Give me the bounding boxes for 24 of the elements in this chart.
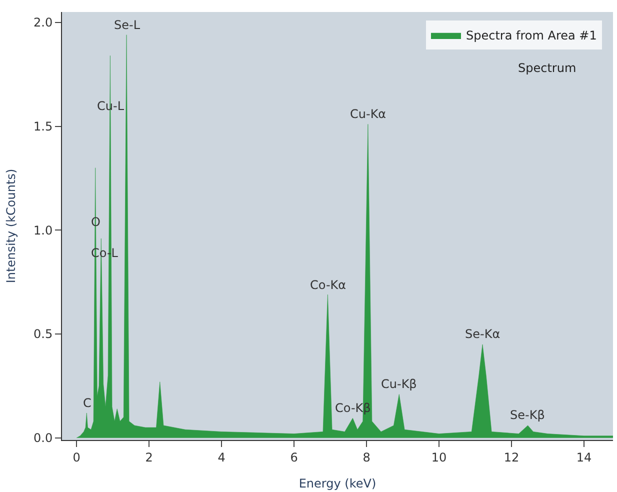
- annotation: Spectrum: [518, 61, 576, 75]
- annotation: Se-L: [114, 18, 140, 32]
- x-tick-label: 0: [72, 450, 80, 464]
- x-tick-label: 12: [504, 450, 520, 464]
- x-tick-label: 14: [576, 450, 592, 464]
- y-tick-label: 2.0: [34, 16, 53, 30]
- x-tick-label: 4: [218, 450, 226, 464]
- y-axis-title: Intensity (kCounts): [4, 168, 18, 284]
- x-axis-title: Energy (keV): [298, 476, 376, 490]
- x-tick-label: 8: [362, 450, 370, 464]
- annotation: Cu-Kα: [350, 107, 386, 121]
- y-tick-label: 0.5: [34, 327, 53, 342]
- legend-label: Spectra from Area #1: [466, 28, 597, 43]
- annotation: C: [83, 396, 92, 410]
- annotation: Co-Kα: [310, 278, 346, 292]
- y-tick-label: 1.5: [34, 119, 53, 134]
- y-tick-label: 1.0: [34, 223, 53, 238]
- annotation: Se-Kα: [465, 327, 500, 341]
- y-tick-label: 0.0: [34, 431, 53, 446]
- x-tick-label: 2: [145, 450, 153, 464]
- annotation: Cu-Kβ: [381, 377, 417, 391]
- annotation: Se-Kβ: [510, 408, 545, 422]
- x-tick-label: 10: [431, 450, 447, 464]
- x-tick-label: 6: [290, 450, 298, 464]
